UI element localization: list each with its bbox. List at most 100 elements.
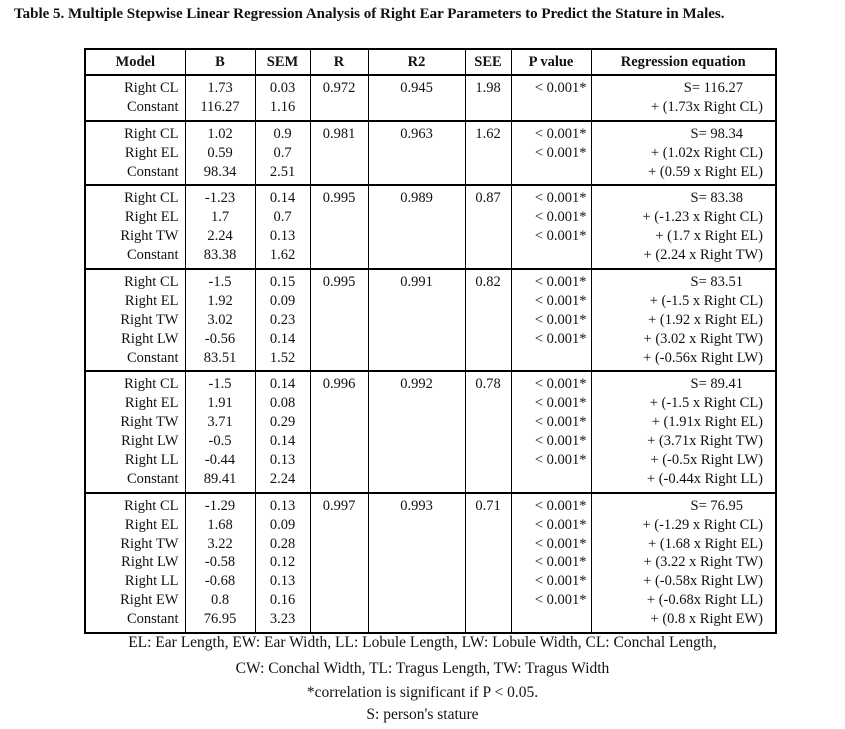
p-value-cell-line: < 0.001*: [534, 209, 587, 226]
equation-cell-line: + (2.24 x Right TW): [643, 247, 763, 264]
equation-cell-line: + (1.91x Right EL): [651, 414, 763, 431]
r2-cell-line: 0.963: [400, 125, 433, 142]
sem-cell-line: 0.13: [269, 228, 296, 245]
r2-cell-line: 0.993: [400, 497, 433, 514]
see-cell: 0.87: [464, 185, 511, 271]
b-cell-line: 1.02: [207, 125, 233, 142]
model-cell-line: Right LL: [124, 452, 179, 469]
sem-cell-line: 0.09: [269, 516, 296, 533]
sem-cell-line: 0.09: [269, 292, 296, 309]
p-value-cell-line: < 0.001*: [534, 376, 587, 393]
sem-cell-line: 0.29: [269, 414, 296, 431]
model-cell-line: Right CL: [124, 376, 179, 393]
see-cell-line: 0.87: [475, 190, 501, 207]
see-cell: 1.62: [464, 120, 511, 187]
p-value-cell-line: < 0.001*: [534, 395, 587, 412]
see-cell-line: 0.78: [475, 376, 501, 393]
sem-cell-line: 0.12: [269, 554, 296, 571]
table-caption: Table 5. Multiple Stepwise Linear Regres…: [14, 6, 725, 22]
see-cell: 0.71: [464, 492, 511, 633]
model-cell: Right CL Right EL Right TW Right LW Constant: [86, 269, 185, 373]
sem-cell-line: 0.7: [273, 209, 292, 226]
b-cell-line: 1.73: [207, 80, 233, 96]
header-b: B: [184, 50, 255, 76]
p-value-cell: < 0.001*: [510, 75, 591, 122]
r2-cell-line: 0.989: [400, 190, 433, 207]
r-cell-line: 0.995: [322, 274, 356, 291]
equation-cell-line: + (0.8 x Right EW): [650, 611, 763, 628]
model-cell-line: Right TW: [120, 311, 179, 328]
sem-cell-line: 0.16: [269, 592, 296, 609]
model-group: Right CL Right EL Right TW Constant -1.23 1.7…: [86, 185, 775, 271]
equation-cell-line: + (1.7 x Right EL): [655, 228, 763, 245]
sem-cell-line: 0.7: [273, 144, 292, 161]
equation-cell-line: + (0.59 x Right EL): [648, 163, 763, 180]
r-cell-line: 0.997: [322, 497, 356, 514]
b-cell-line: 83.38: [203, 247, 237, 264]
r2-cell: 0.991: [367, 269, 465, 373]
model-cell-line: Right EL: [124, 209, 179, 226]
see-cell-line: 0.71: [475, 497, 501, 514]
sem-cell: 0.9 0.7 2.51: [254, 120, 310, 187]
sem-cell-line: 0.13: [269, 573, 296, 590]
b-cell: 1.73 116.27: [184, 75, 255, 122]
model-cell: Right CL Constant: [86, 75, 185, 122]
b-cell: 1.02 0.59 98.34: [184, 120, 255, 187]
p-value-cell-line: < 0.001*: [534, 80, 587, 96]
b-cell: -1.5 1.92 3.02 -0.56 83.51: [184, 269, 255, 373]
b-cell-line: -1.5: [208, 274, 232, 291]
model-cell-line: Right TW: [120, 414, 179, 431]
model-cell: Right CL Right EL Constant: [86, 120, 185, 187]
sem-cell: 0.13 0.09 0.28 0.12 0.13 0.16 3.23: [254, 492, 310, 633]
b-cell-line: 1.91: [207, 395, 233, 412]
header-r: R: [309, 50, 368, 76]
model-cell-line: Right LW: [121, 433, 179, 450]
r-cell-line: 0.995: [322, 190, 356, 207]
equation-cell: S= 98.34 + (1.02x Right CL) + (0.59 x Righ…: [590, 120, 775, 187]
header-see: SEE: [464, 50, 511, 76]
b-cell-line: -1.5: [208, 376, 232, 393]
b-cell-line: -0.44: [204, 452, 236, 469]
equation-cell: S= 76.95 + (-1.29 x Right CL) + (1.68 x Ri…: [590, 492, 775, 633]
model-group: Right CL Right EL Right TW Right LW Constant…: [86, 269, 775, 373]
model-group: Right CL Constant 1.73 116.27 0.03 1.16 0.972 0…: [86, 75, 775, 122]
model-cell: Right CL Right EL Right TW Constant: [86, 185, 185, 271]
r-cell: 0.981: [309, 120, 368, 187]
r-cell: 0.972: [309, 75, 368, 122]
see-cell-line: 1.62: [475, 125, 501, 142]
b-cell-line: 3.22: [207, 535, 233, 552]
equation-cell-line: + (-0.5x Right LW): [650, 452, 763, 469]
see-cell: 0.78: [464, 371, 511, 494]
p-value-cell: < 0.001* < 0.001* < 0.001*: [510, 185, 591, 271]
p-value-cell-line: < 0.001*: [534, 144, 587, 161]
b-cell-line: -0.58: [204, 554, 236, 571]
r-cell-line: 0.996: [322, 376, 356, 393]
b-cell-line: -0.5: [208, 433, 232, 450]
equation-cell-line: + (1.02x Right CL): [650, 144, 763, 161]
p-value-cell-line: < 0.001*: [534, 516, 587, 533]
sem-cell-line: 2.51: [269, 163, 296, 180]
equation-cell-line: S= 83.38: [690, 190, 744, 207]
p-value-cell-line: < 0.001*: [534, 535, 587, 552]
sem-cell-line: 0.14: [269, 190, 296, 207]
model-cell: Right CL Right EL Right TW Right LW Right LL…: [86, 371, 185, 494]
b-cell-line: 76.95: [203, 611, 237, 628]
r-cell-line: 0.981: [322, 125, 356, 142]
r2-cell-line: 0.945: [400, 80, 433, 96]
model-cell-line: Constant: [126, 470, 179, 487]
header-sem: SEM: [254, 50, 310, 76]
header-row: Model B SEM R R2 SEE P value Regression …: [86, 50, 775, 76]
p-value-cell-line: < 0.001*: [534, 190, 587, 207]
header-p-value: P value: [510, 50, 591, 76]
model-cell-line: Right CL: [124, 125, 179, 142]
model-group: Right CL Right EL Constant 1.02 0.59 98.34 0.9…: [86, 120, 775, 187]
equation-cell-line: + (-0.56x Right LW): [643, 349, 763, 366]
sem-cell: 0.14 0.08 0.29 0.14 0.13 2.24: [254, 371, 310, 494]
r-cell: 0.997: [309, 492, 368, 633]
b-cell-line: 1.7: [210, 209, 230, 226]
equation-cell: S= 83.38 + (-1.23 x Right CL) + (1.7 x Rig…: [590, 185, 775, 271]
r-cell: 0.995: [309, 269, 368, 373]
r2-cell: 0.963: [367, 120, 465, 187]
p-value-cell-line: < 0.001*: [534, 497, 587, 514]
equation-cell-line: S= 89.41: [690, 376, 744, 393]
